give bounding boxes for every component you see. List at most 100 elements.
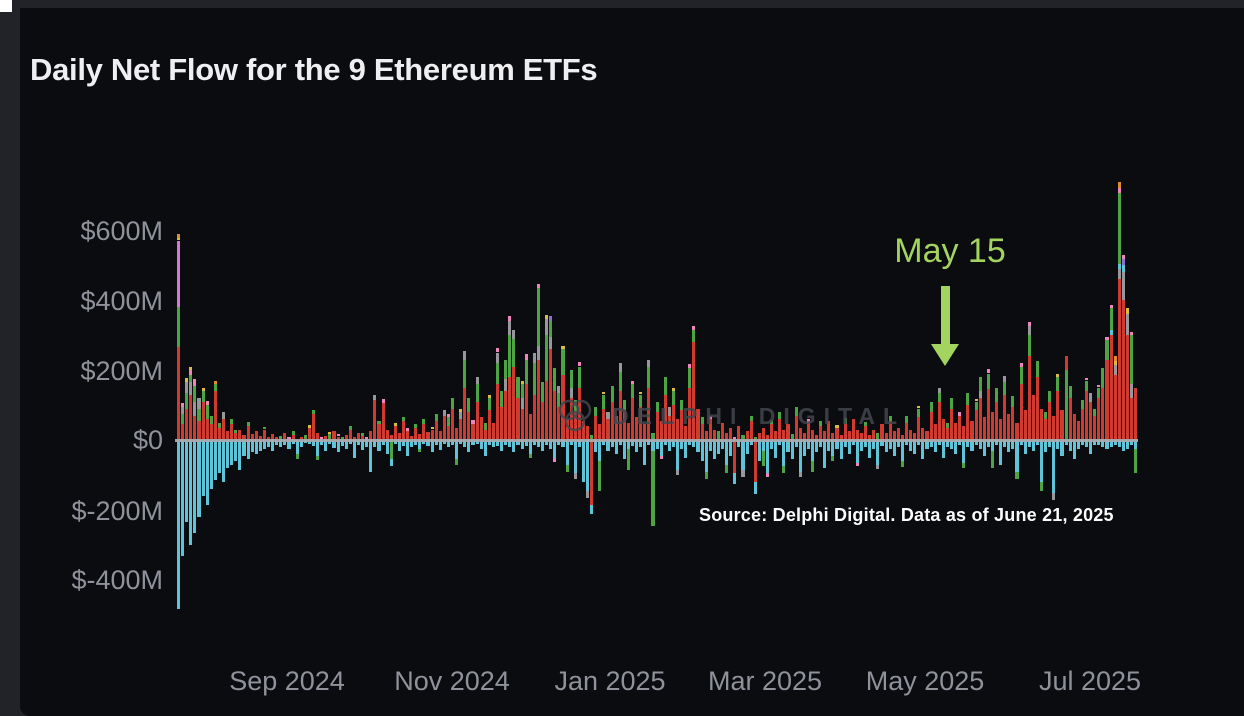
bar-segment [1109,308,1113,330]
bar-segment [753,436,757,440]
bar-segment [1064,370,1068,440]
bar-segment [941,440,945,458]
bar-segment [761,427,765,440]
bar-segment [479,440,483,449]
bar-segment [839,434,843,440]
bar-segment [221,412,226,419]
bar-segment [855,462,860,467]
bar-segment [827,420,831,440]
bar-segment [569,440,573,446]
bar-segment [1080,408,1084,440]
bar-segment [246,426,250,440]
bar-segment [520,380,524,384]
bar-segment [630,398,635,440]
bar-segment [242,440,246,456]
bar-segment [434,440,438,446]
bar-segment [520,440,524,449]
bar-segment [340,437,344,440]
bar-segment [1113,360,1117,365]
bar-segment [770,440,774,449]
bar-segment [1129,440,1134,446]
bar-segment [226,431,230,440]
bar-segment [483,440,487,456]
bar-segment [238,429,242,440]
bar-segment [455,440,459,460]
bar-segment [389,440,393,460]
bar-segment [962,462,966,468]
bar-segment [1125,308,1129,314]
bar-segment [406,428,410,432]
bar-segment [622,410,626,440]
bar-segment [1035,361,1039,377]
bar-segment [643,424,647,440]
bar-segment [332,431,336,440]
bar-segment [442,415,446,440]
bar-segment [602,394,606,409]
bar-segment [864,440,868,447]
bar-segment [733,437,737,440]
bar-segment [185,392,189,409]
bar-segment [770,420,774,425]
bar-segment [189,367,193,370]
bar-segment [1068,398,1072,440]
bar-segment [455,427,459,440]
bar-segment [1052,415,1056,440]
bar-segment [316,440,320,456]
bar-segment [1039,482,1044,491]
bar-segment [1084,440,1089,447]
bar-segment [467,412,471,440]
bar-segment [749,420,753,440]
bar-segment [246,421,250,426]
bar-segment [630,384,635,398]
bar-segment [1089,392,1093,402]
bar-segment [966,392,970,405]
bar-segment [189,375,193,383]
bar-segment [917,417,921,440]
bar-segment [209,424,213,440]
bar-segment [393,423,397,426]
bar-segment [230,424,234,440]
bar-segment [487,440,491,446]
bar-segment [667,406,671,416]
bar-segment [978,398,982,440]
bar-segment [1093,415,1097,440]
bar-segment [667,440,671,451]
bar-segment [749,440,753,446]
source-note: Source: Delphi Digital. Data as of June … [699,505,1114,525]
bar-segment [843,417,847,425]
bar-segment [1056,391,1060,440]
bar-segment [614,415,618,440]
bar-segment [230,440,234,465]
bar-segment [900,440,905,461]
x-tick-jan2025: Jan 2025 [554,666,666,696]
bar-segment [864,426,868,440]
bar-segment [185,408,189,440]
bar-segment [794,406,798,416]
bar-segment [602,408,606,440]
bar-segment [291,440,295,444]
bar-segment [1121,265,1125,272]
bar-segment [815,440,819,453]
bar-segment [532,352,536,363]
bar-segment [1015,471,1019,479]
bar-segment [197,398,201,409]
bar-segment [532,440,536,446]
bar-segment [344,440,348,449]
bar-segment [512,440,516,453]
bar-segment [1121,440,1125,451]
bar-segment [1064,440,1068,446]
bar-segment [855,440,860,463]
bar-segment [373,394,377,400]
bar-segment [765,473,770,478]
bar-segment [900,461,905,468]
bar-segment [590,440,594,505]
bar-segment [250,440,254,453]
bar-segment [262,429,266,440]
x-tick-may2025: May 2025 [865,666,985,696]
bar-segment [810,461,815,472]
bar-segment [986,389,990,440]
bar-segment [860,433,864,440]
bar-segment [324,440,328,451]
bar-segment [602,440,606,446]
bar-segment [823,440,827,468]
